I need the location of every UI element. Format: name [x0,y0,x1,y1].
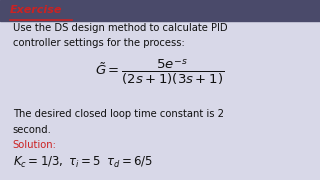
Text: $\tilde{G} = \dfrac{5e^{-s}}{(2s+1)(3s+1)}$: $\tilde{G} = \dfrac{5e^{-s}}{(2s+1)(3s+1… [95,58,225,87]
Text: controller settings for the process:: controller settings for the process: [13,38,185,48]
Text: $K_c = 1/3, \; \tau_i = 5 \;\; \tau_d = 6/5$: $K_c = 1/3, \; \tau_i = 5 \;\; \tau_d = … [13,155,153,170]
Text: Use the DS design method to calculate PID: Use the DS design method to calculate PI… [13,23,228,33]
Text: Exercise: Exercise [10,5,62,15]
Text: The desired closed loop time constant is 2: The desired closed loop time constant is… [13,109,224,119]
Bar [0,0,320,21]
Text: second.: second. [13,125,52,135]
Text: Solution:: Solution: [13,140,57,150]
